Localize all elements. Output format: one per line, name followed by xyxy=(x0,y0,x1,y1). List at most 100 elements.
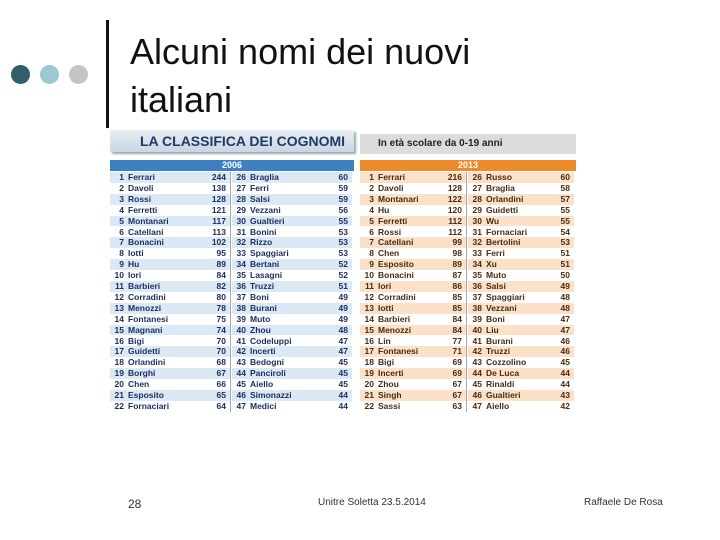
surname: Orlandini xyxy=(486,193,524,204)
row-shade xyxy=(468,368,574,380)
row-shade xyxy=(232,390,352,401)
surname: Sassi xyxy=(378,400,401,411)
rank: 21 xyxy=(364,390,374,400)
rank: 21 xyxy=(114,390,124,400)
rank: 15 xyxy=(364,324,374,335)
rank: 20 xyxy=(114,379,124,390)
row-shade xyxy=(110,259,230,271)
count: 51 xyxy=(338,281,348,291)
rank: 1 xyxy=(369,172,374,182)
count: 50 xyxy=(560,270,570,281)
column-divider xyxy=(466,172,467,412)
count: 216 xyxy=(447,172,462,182)
rank: 37 xyxy=(472,291,482,302)
surname: Salsi xyxy=(486,281,506,291)
count: 53 xyxy=(338,226,348,237)
rank: 44 xyxy=(472,368,482,379)
count: 59 xyxy=(338,182,348,193)
surname: Esposito xyxy=(378,259,414,270)
row-shade xyxy=(232,237,352,249)
surname: Montanari xyxy=(378,193,419,204)
surname: Chen xyxy=(378,248,400,259)
rank: 27 xyxy=(236,182,246,193)
rank: 46 xyxy=(472,390,482,400)
count: 70 xyxy=(216,335,226,346)
surname: Rossi xyxy=(378,226,402,237)
count: 75 xyxy=(216,313,226,324)
row-shade xyxy=(360,237,466,249)
rank: 45 xyxy=(472,379,482,390)
surname: Medici xyxy=(250,400,277,411)
rank: 3 xyxy=(369,193,374,204)
surname: Menozzi xyxy=(128,302,162,313)
count: 85 xyxy=(452,302,462,313)
row-shade xyxy=(110,172,230,183)
rank: 17 xyxy=(114,346,124,357)
row-shade xyxy=(360,259,466,271)
count: 42 xyxy=(560,400,570,411)
rank: 12 xyxy=(364,291,374,302)
rank: 4 xyxy=(369,204,374,215)
row-shade xyxy=(468,215,574,227)
rank: 1 xyxy=(119,172,124,182)
count: 66 xyxy=(216,379,226,390)
rank: 43 xyxy=(472,357,482,368)
surname: Aiello xyxy=(250,379,274,390)
rank: 29 xyxy=(236,204,246,215)
row-shade xyxy=(232,215,352,227)
count: 48 xyxy=(560,302,570,313)
count: 70 xyxy=(216,346,226,357)
row-shade xyxy=(110,390,230,401)
count: 49 xyxy=(338,302,348,313)
banner: LA CLASSIFICA DEI COGNOMI xyxy=(110,130,354,152)
surname: Vezzani xyxy=(250,204,281,215)
surname: Burani xyxy=(486,335,513,346)
count: 69 xyxy=(452,368,462,379)
rank: 12 xyxy=(114,291,124,302)
surname: Xu xyxy=(486,259,497,270)
count: 121 xyxy=(211,204,226,215)
row-shade xyxy=(110,324,230,336)
count: 69 xyxy=(452,357,462,368)
surname: Catellani xyxy=(378,237,414,248)
rank: 37 xyxy=(236,291,246,302)
surname: Davoli xyxy=(128,182,154,193)
count: 64 xyxy=(216,400,226,411)
surname: Ferretti xyxy=(378,215,408,226)
row-shade xyxy=(232,193,352,205)
row-shade xyxy=(232,302,352,314)
rank: 16 xyxy=(114,335,124,346)
rank: 47 xyxy=(236,400,246,411)
surname: Hu xyxy=(128,259,140,270)
rank: 42 xyxy=(236,346,246,357)
surname: Ferri xyxy=(486,248,505,259)
surname: Fornaciari xyxy=(128,400,170,411)
surname: Iotti xyxy=(378,302,394,313)
surname: Bonini xyxy=(250,226,277,237)
surname: Truzzi xyxy=(250,281,275,291)
surname: Boni xyxy=(486,313,505,324)
count: 112 xyxy=(448,215,462,226)
surname: Incerti xyxy=(250,346,276,357)
surname: Guidetti xyxy=(128,346,161,357)
surname: Ferretti xyxy=(128,204,158,215)
row-shade xyxy=(110,281,230,292)
surname: Borghi xyxy=(128,368,156,379)
row-shade xyxy=(232,259,352,271)
rank: 5 xyxy=(119,215,124,226)
count: 85 xyxy=(452,291,462,302)
count: 120 xyxy=(447,204,462,215)
count: 117 xyxy=(212,215,226,226)
rank: 4 xyxy=(119,204,124,215)
surname: Braglia xyxy=(250,172,279,182)
rank: 28 xyxy=(472,193,482,204)
count: 47 xyxy=(560,324,570,335)
rank: 30 xyxy=(236,215,246,226)
subtitle: In età scolare da 0-19 anni xyxy=(360,134,576,154)
count: 128 xyxy=(211,193,226,204)
count: 43 xyxy=(560,390,570,400)
row-shade xyxy=(360,193,466,205)
count: 52 xyxy=(338,259,348,270)
count: 74 xyxy=(216,324,226,335)
